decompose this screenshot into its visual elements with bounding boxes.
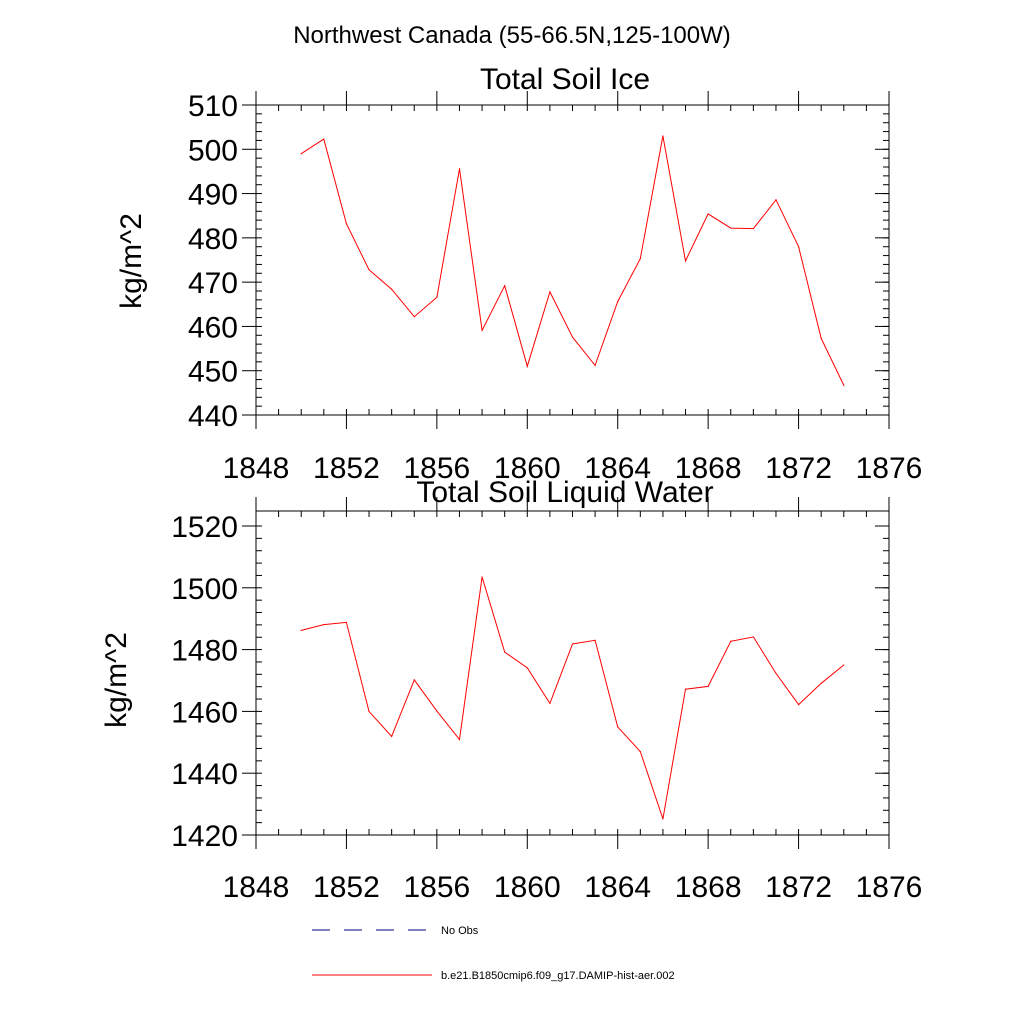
x-tick-label-1860: 1860 [494,452,561,485]
data-point [300,629,302,632]
data-point [526,667,528,669]
x-tick-label-1868: 1868 [675,871,742,904]
panel-total-soil-ice: Total Soil Ice kg/m^2 1848 1852 1856 1860 18… [115,63,922,485]
x-tick-label-1852: 1852 [313,452,380,485]
x-tick-label-1848: 1848 [223,452,290,485]
data-point [504,651,506,653]
data-point [391,735,393,738]
data-point [436,710,438,712]
data-point [300,153,302,155]
data-point [549,291,551,293]
x-tick-label-1876: 1876 [856,871,923,904]
data-point [345,621,348,624]
data-point [571,336,574,338]
y-axis-label: kg/m^2 [115,213,148,309]
y-tick-label-440: 440 [188,400,238,433]
data-point [662,135,664,137]
data-point [481,329,483,332]
series-line-0 [301,576,845,820]
panel-title: Total Soil Liquid Water [416,476,713,509]
y-tick-label-500: 500 [188,134,238,167]
data-point [752,636,754,638]
data-point [526,365,528,367]
y-axis-label: kg/m^2 [100,632,133,728]
series-line-0 [300,135,845,386]
y-tick-label-1500: 1500 [171,573,238,606]
data-point [639,258,641,260]
legend-label-model: b.e21.B1850cmip6.f09_g17.DAMIP-hist-aer.… [441,970,675,982]
data-point [639,750,641,753]
x-tick-label-1868: 1868 [675,452,742,485]
data-point [684,260,687,262]
data-point [323,138,325,140]
data-point [617,301,619,303]
data-point [843,664,845,666]
data-point [797,704,800,706]
x-tick-label-1856: 1856 [403,452,470,485]
data-point [549,702,551,704]
data-point [436,296,438,298]
y-tick-label-1520: 1520 [171,511,238,544]
legend: No Obs b.e21.B1850cmip6.f09_g17.DAMIP-hi… [312,925,675,982]
data-point [662,818,664,820]
data-point [345,223,348,225]
figure-title: Northwest Canada (55-66.5N,125-100W) [293,22,731,49]
x-tick-label-1860: 1860 [494,871,561,904]
x-tick-label-1852: 1852 [313,871,380,904]
y-tick-label-1480: 1480 [171,635,238,668]
y-tick-label-470: 470 [188,267,238,300]
data-point [368,269,370,271]
y-tick-label-510: 510 [188,90,238,123]
y-tick-label-450: 450 [188,356,238,389]
plot-frame [255,510,890,836]
legend-label-no-obs: No Obs [441,925,479,937]
data-point [820,337,822,339]
data-point [504,285,506,287]
data-point [730,227,732,229]
data-point [571,643,574,645]
data-point [775,672,777,674]
data-point [323,623,325,626]
data-point [843,384,845,386]
data-point [707,213,709,215]
data-point [594,364,596,366]
x-tick-label-1856: 1856 [403,871,470,904]
data-point [707,685,709,687]
data-point [481,576,483,578]
x-tick-label-1864: 1864 [584,452,651,485]
y-tick-label-490: 490 [188,179,238,212]
data-point [820,682,822,684]
y-tick-label-1440: 1440 [171,758,238,791]
x-tick-label-1872: 1872 [765,871,832,904]
x-tick-label-1848: 1848 [223,871,290,904]
data-point [752,227,754,230]
data-point [458,168,461,170]
data-point [413,316,415,318]
data-point [617,726,619,728]
y-tick-label-480: 480 [188,223,238,256]
x-tick-label-1872: 1872 [765,452,832,485]
data-point [594,639,596,641]
panel-total-soil-liquid-water: Total Soil Liquid Water kg/m^2 1848 1852 1… [100,476,922,904]
y-tick-label-1460: 1460 [171,696,238,729]
x-tick-label-1864: 1864 [584,871,651,904]
data-point [775,199,777,201]
data-point [684,688,687,690]
panel-title: Total Soil Ice [480,63,650,96]
data-point [391,288,393,290]
data-point [797,246,800,248]
y-tick-label-1420: 1420 [171,820,238,853]
y-tick-label-460: 460 [188,311,238,344]
data-point [368,710,370,713]
plot-frame [255,104,890,416]
x-tick-label-1876: 1876 [856,452,923,485]
data-point [730,640,732,642]
data-point [413,679,415,681]
data-point [458,738,461,741]
